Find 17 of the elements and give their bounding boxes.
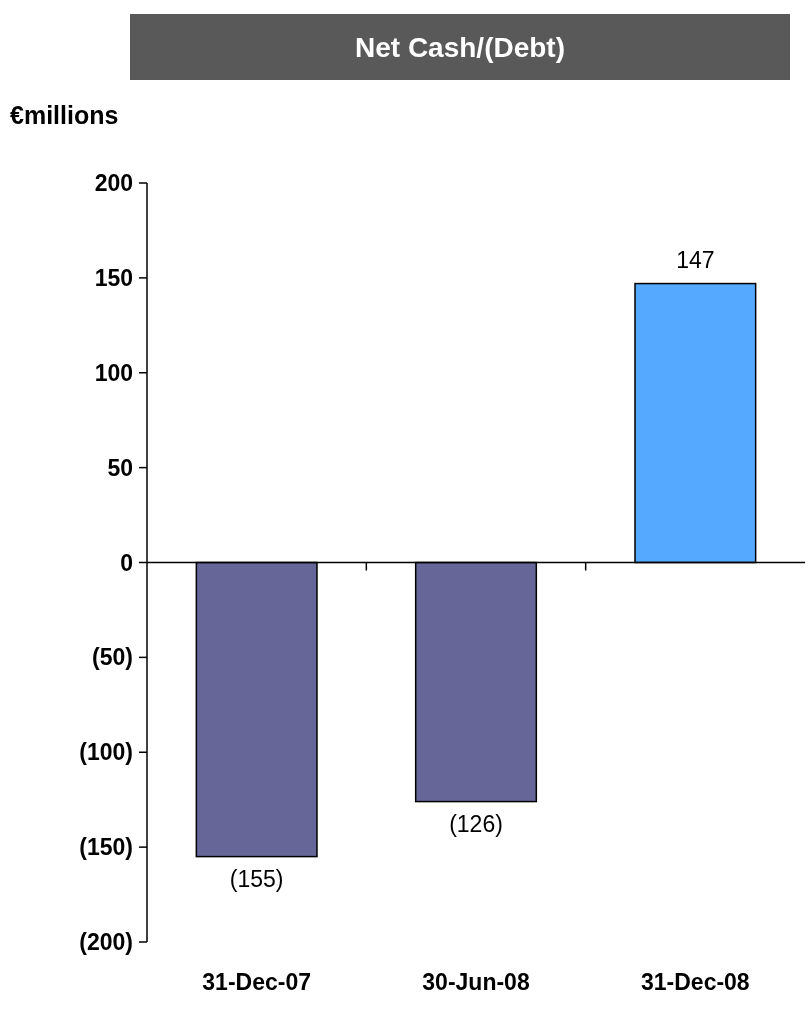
x-tick-label: 31-Dec-07	[202, 969, 312, 995]
y-tick-label: 0	[120, 549, 133, 576]
y-tick-label: (50)	[92, 644, 133, 671]
y-tick-label: 100	[94, 359, 133, 386]
y-tick-label: (100)	[79, 739, 133, 766]
y-tick-label: (200)	[79, 929, 133, 955]
y-tick-label: 150	[94, 264, 133, 291]
data-label: 147	[676, 246, 715, 273]
data-label: (126)	[449, 810, 503, 837]
x-tick-label: 30-Jun-08	[422, 969, 530, 995]
y-tick-label: 200	[94, 170, 133, 196]
chart-title: Net Cash/(Debt)	[354, 32, 566, 63]
y-tick-label: 50	[107, 454, 133, 481]
y-tick-label: (150)	[79, 834, 133, 861]
x-tick-label: 31-Dec-08	[640, 969, 750, 995]
data-label: (155)	[229, 865, 284, 892]
y-axis-title: €millions	[10, 101, 119, 129]
